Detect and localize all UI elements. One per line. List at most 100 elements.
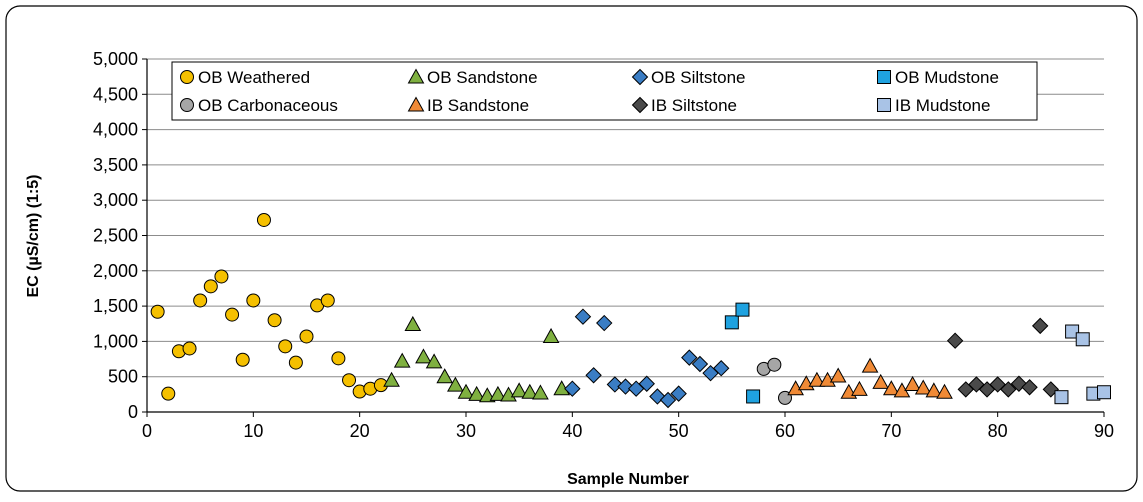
x-tick-label: 60 (775, 421, 795, 441)
data-point (161, 386, 176, 401)
data-point (320, 293, 335, 308)
data-point (425, 353, 443, 369)
x-tick-label: 40 (562, 421, 582, 441)
data-point (342, 373, 357, 388)
data-point (383, 371, 400, 387)
series-ib-siltstone (946, 317, 1060, 398)
x-tick-label: 70 (881, 421, 901, 441)
data-point (564, 380, 581, 397)
data-point (1097, 385, 1111, 400)
data-point (256, 212, 271, 227)
legend-marker (180, 98, 194, 112)
data-point (457, 383, 475, 399)
data-point (638, 375, 655, 392)
data-point (182, 341, 197, 356)
data-point (914, 379, 932, 395)
x-axis-title: Sample Number (567, 471, 689, 488)
x-tick-label: 80 (988, 421, 1008, 441)
legend-label: IB Mudstone (895, 96, 990, 115)
y-tick-label: 2,000 (93, 261, 138, 281)
data-point (225, 307, 240, 322)
data-points (150, 212, 1111, 409)
x-tick-label: 90 (1094, 421, 1114, 441)
legend-marker (877, 98, 891, 112)
data-point (767, 357, 782, 372)
data-point (724, 315, 739, 330)
x-tick-label: 30 (456, 421, 476, 441)
series-ob-siltstone (564, 308, 730, 409)
data-point (681, 349, 698, 366)
y-tick-label: 3,500 (93, 155, 138, 175)
data-point (1031, 317, 1049, 335)
series-ib-mudstone (1054, 324, 1111, 405)
data-point (278, 339, 293, 354)
data-point (246, 293, 261, 308)
x-tick-label: 10 (243, 421, 263, 441)
data-point (436, 368, 454, 384)
data-point (946, 332, 964, 349)
data-point (214, 269, 229, 284)
y-axis-title: EC (µS/cm) (1:5) (25, 174, 42, 297)
legend-label: OB Weathered (198, 68, 310, 87)
data-point (299, 329, 314, 344)
data-point (331, 351, 346, 366)
data-point (819, 371, 836, 387)
data-point (447, 376, 464, 392)
data-point (904, 375, 921, 391)
legend-marker (407, 96, 425, 112)
y-tick-label: 5,000 (93, 49, 138, 69)
legend-label: OB Siltstone (651, 68, 746, 87)
data-point (851, 380, 868, 396)
data-point (670, 385, 687, 402)
legend-label: IB Sandstone (427, 96, 529, 115)
data-point (1075, 332, 1090, 347)
data-point (532, 384, 549, 400)
data-point (1065, 324, 1080, 339)
legend-label: IB Siltstone (651, 96, 737, 115)
legend-label: OB Carbonaceous (198, 96, 338, 115)
legend-marker (631, 68, 649, 86)
data-point (1021, 379, 1038, 396)
tick-labels: 05001,0001,5002,0002,5003,0003,5004,0004… (93, 49, 1114, 441)
data-point (1054, 390, 1069, 405)
data-point (510, 382, 528, 398)
data-point (1000, 381, 1017, 398)
data-point (193, 293, 208, 308)
y-tick-label: 500 (108, 367, 138, 387)
x-tick-label: 20 (350, 421, 370, 441)
data-point (808, 371, 826, 387)
data-point (542, 327, 560, 343)
data-point (267, 313, 282, 328)
data-point (404, 315, 422, 331)
y-tick-label: 2,500 (93, 226, 138, 246)
data-point (150, 304, 165, 319)
data-point (746, 389, 761, 404)
legend-marker (180, 70, 194, 84)
axes (142, 58, 1105, 417)
data-point (393, 352, 411, 368)
data-point (712, 360, 730, 377)
data-point (500, 386, 517, 402)
legend-marker (877, 70, 891, 84)
y-tick-label: 1,000 (93, 331, 138, 351)
data-point (659, 391, 677, 409)
data-point (925, 382, 943, 398)
data-point (574, 308, 592, 325)
data-point (596, 314, 613, 332)
y-tick-label: 1,500 (93, 296, 138, 316)
data-point (861, 357, 879, 373)
data-point (882, 380, 900, 396)
y-tick-label: 4,500 (93, 84, 138, 104)
data-point (606, 376, 624, 393)
series-ob-carbonaceous (756, 357, 792, 405)
data-point (872, 373, 890, 389)
legend-marker (631, 96, 649, 114)
data-point (936, 383, 953, 399)
legend-label: OB Sandstone (427, 68, 538, 87)
data-point (203, 279, 218, 294)
legend-label: OB Mudstone (895, 68, 999, 87)
legend-marker (407, 68, 425, 84)
data-point (617, 378, 634, 395)
chart-border (5, 5, 1138, 492)
